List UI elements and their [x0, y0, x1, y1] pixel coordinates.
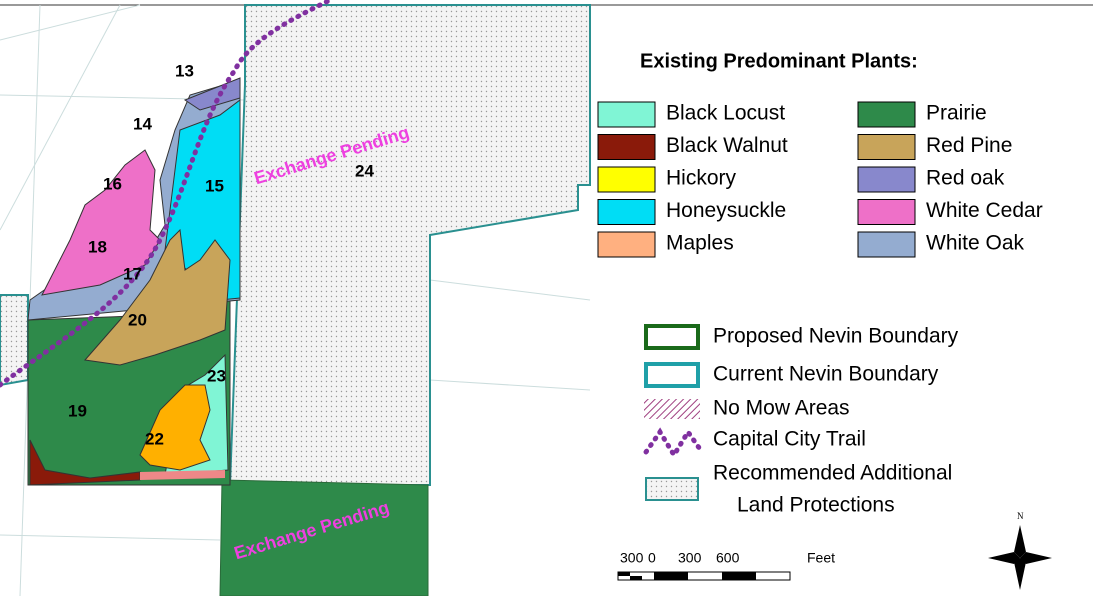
area-label: 13 — [175, 61, 194, 80]
legend-label: Capital City Trail — [713, 428, 866, 451]
legend-label: Maples — [666, 232, 734, 255]
area-label: 23 — [207, 366, 226, 385]
legend-label: Black Walnut — [666, 134, 788, 157]
legend-swatch — [857, 134, 916, 160]
legend-label: Proposed Nevin Boundary — [713, 325, 959, 348]
scale-tick-label: 300 — [620, 550, 644, 566]
area-label: 16 — [103, 174, 122, 193]
legend-label: Black Locust — [666, 102, 785, 125]
area-label: 19 — [68, 401, 87, 420]
area-label: 14 — [133, 114, 152, 133]
legend-swatch — [597, 101, 656, 128]
area-label: 18 — [88, 237, 107, 256]
legend-swatch — [597, 134, 656, 160]
scale-tick-label: 0 — [648, 550, 656, 566]
scale-tick-label: 600 — [716, 550, 740, 566]
legend-swatch — [857, 231, 916, 258]
legend-label: Recommended Additional — [713, 462, 952, 485]
legend-swatch — [857, 166, 916, 193]
legend-label: Red Pine — [926, 134, 1012, 157]
north-arrow: N — [988, 511, 1052, 590]
legend-swatch — [857, 199, 916, 225]
legend-label: Land Protections — [737, 494, 895, 517]
area-label: 24 — [355, 161, 374, 180]
boundary-legend: Proposed Nevin Boundary Current Nevin Bo… — [643, 324, 959, 517]
legend-title: Existing Predominant Plants: — [640, 50, 918, 72]
area-label: 22 — [145, 429, 164, 448]
scale-unit: Feet — [807, 550, 835, 566]
scale-bar: Feet 300 0 300 600 — [617, 550, 835, 581]
map-area — [0, 0, 591, 596]
plant-legend: Black Locust Black Walnut Hickory Honeysuck… — [597, 101, 1043, 258]
legend-label: Honeysuckle — [666, 199, 786, 222]
area-label: 15 — [205, 176, 224, 195]
area-label: 17 — [123, 264, 142, 283]
legend-label: Prairie — [926, 102, 987, 125]
area-label: 20 — [128, 310, 147, 329]
legend-swatch — [597, 166, 656, 193]
legend-swatch — [597, 199, 656, 225]
legend-label: White Oak — [926, 232, 1025, 255]
legend-swatch — [857, 101, 916, 128]
north-label: N — [1017, 511, 1024, 521]
legend-label: Hickory — [666, 167, 737, 190]
legend-label: Current Nevin Boundary — [713, 363, 939, 386]
scale-tick-label: 300 — [678, 550, 702, 566]
legend-label: No Mow Areas — [713, 397, 850, 420]
legend-label: White Cedar — [926, 199, 1043, 222]
legend-swatch — [597, 231, 656, 258]
legend-label: Red oak — [926, 167, 1005, 190]
